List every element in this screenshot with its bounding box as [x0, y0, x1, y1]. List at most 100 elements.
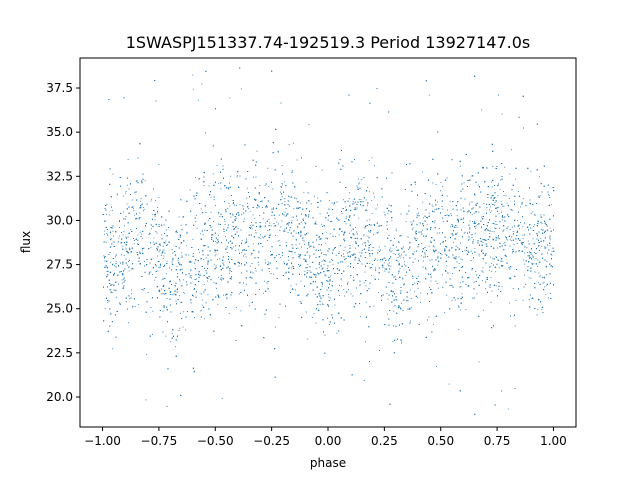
data-point [159, 244, 161, 246]
data-point [162, 250, 164, 252]
data-point [129, 298, 131, 299]
data-point [504, 242, 506, 243]
data-point [298, 266, 300, 267]
data-point [177, 288, 178, 290]
data-point [280, 257, 282, 259]
data-point [422, 229, 423, 231]
data-point [339, 284, 340, 286]
data-point [530, 298, 532, 300]
data-point [328, 296, 330, 298]
data-point [429, 240, 431, 242]
data-point [293, 208, 295, 210]
data-point [246, 197, 248, 199]
data-point [307, 248, 308, 249]
data-point [336, 332, 338, 334]
data-point [382, 258, 384, 260]
data-point [116, 193, 118, 195]
data-point [180, 198, 182, 200]
data-point [179, 327, 181, 329]
data-point [482, 309, 484, 311]
data-point [192, 88, 194, 90]
data-point [152, 310, 154, 312]
data-point [371, 274, 372, 276]
data-point [549, 197, 551, 198]
data-point [145, 399, 147, 401]
data-point [258, 250, 260, 252]
data-point [511, 149, 512, 151]
data-point [331, 220, 333, 222]
data-point [498, 288, 500, 290]
data-point [290, 251, 292, 253]
data-point [309, 270, 311, 272]
data-point [128, 270, 130, 272]
data-point [532, 238, 534, 240]
data-point [268, 222, 270, 224]
data-point [315, 268, 317, 270]
data-point [146, 353, 148, 355]
data-point [471, 234, 473, 235]
data-point [414, 282, 416, 284]
data-point [472, 297, 474, 299]
data-point [268, 186, 270, 187]
data-point [442, 287, 444, 288]
data-point [355, 201, 356, 203]
data-point [288, 224, 289, 226]
data-point [529, 258, 530, 259]
data-point [213, 199, 215, 201]
data-point [353, 202, 355, 204]
data-point [386, 293, 388, 294]
data-point [295, 283, 297, 285]
data-point [288, 195, 289, 197]
data-point [358, 183, 360, 185]
data-point [349, 232, 350, 234]
data-point [276, 255, 277, 257]
data-point [267, 229, 269, 231]
data-point [158, 251, 160, 253]
data-point [263, 237, 265, 239]
data-point [300, 221, 302, 223]
data-point [490, 212, 491, 213]
data-point [416, 215, 418, 216]
data-point [490, 256, 491, 258]
data-point [502, 205, 504, 207]
data-point [140, 233, 142, 235]
data-point [551, 254, 553, 256]
data-point [232, 213, 234, 215]
data-point [469, 202, 471, 204]
data-point [415, 232, 417, 234]
data-point [498, 213, 500, 215]
data-point [127, 159, 129, 160]
data-point [278, 317, 280, 319]
data-point [128, 247, 130, 249]
data-point [207, 219, 209, 221]
data-point [539, 195, 541, 197]
data-point [201, 299, 203, 301]
data-point [278, 223, 279, 225]
data-point [373, 234, 374, 236]
data-point [544, 286, 546, 288]
data-point [252, 214, 254, 216]
data-point [214, 249, 216, 251]
data-point [317, 197, 319, 199]
data-point [264, 184, 266, 186]
data-point [553, 215, 554, 216]
data-point [493, 231, 495, 233]
data-point [550, 204, 552, 206]
data-point [106, 203, 108, 205]
data-point [292, 288, 293, 290]
data-point [394, 275, 396, 277]
data-point [203, 259, 205, 260]
data-point [264, 259, 266, 261]
data-point [427, 217, 428, 219]
data-point [141, 237, 143, 239]
data-point [371, 250, 373, 251]
data-point [213, 220, 214, 222]
data-point [541, 254, 543, 255]
data-point [507, 239, 508, 241]
data-point [253, 176, 254, 178]
data-point [246, 240, 248, 242]
data-point [321, 285, 323, 287]
data-point [486, 207, 488, 208]
data-point [231, 235, 233, 237]
data-point [159, 266, 161, 268]
